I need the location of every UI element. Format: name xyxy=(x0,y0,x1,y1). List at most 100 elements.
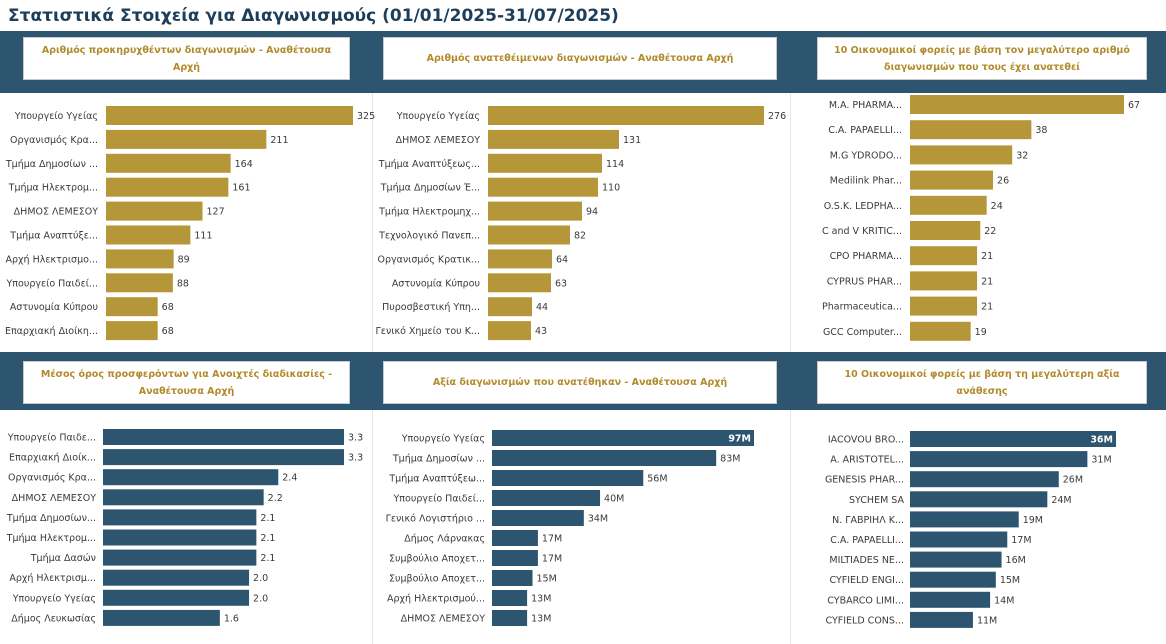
category-label: Τμήμα Δημοσίων ... xyxy=(5,159,98,170)
bar[interactable] xyxy=(488,177,598,197)
bar[interactable] xyxy=(103,589,250,606)
category-label: C.A. PAPAELLI... xyxy=(830,535,904,546)
category-label: Υπουργείο Υγείας xyxy=(396,111,480,122)
data-label: 11M xyxy=(977,615,997,626)
category-label: C and V KRITIC... xyxy=(822,226,902,237)
category-label: CYFIELD CONS... xyxy=(826,615,904,626)
bar[interactable] xyxy=(910,551,1002,568)
bar[interactable] xyxy=(488,153,602,173)
data-label: 40M xyxy=(604,494,624,505)
bar[interactable] xyxy=(910,296,978,316)
bar[interactable] xyxy=(492,490,601,506)
category-label: Pharmaceutica... xyxy=(822,302,902,313)
data-label: 83M xyxy=(720,454,740,465)
bar[interactable] xyxy=(103,509,257,526)
bar[interactable] xyxy=(910,571,996,588)
category-label: Υπουργείο Παιδεί... xyxy=(5,278,98,289)
bar[interactable] xyxy=(910,611,973,628)
chart-title-awarded-value: Αξία διαγωνισμών που ανατέθηκαν - Αναθέτ… xyxy=(383,361,777,404)
page-title: Στατιστικά Στοιχεία για Διαγωνισμούς (01… xyxy=(8,6,619,26)
bar[interactable] xyxy=(488,225,570,245)
category-label: ΔΗΜΟΣ ΛΕΜΕΣΟΥ xyxy=(401,614,486,625)
category-label: IACOVOU BRO... xyxy=(828,435,904,446)
bar[interactable] xyxy=(910,531,1008,548)
bar[interactable] xyxy=(910,591,991,608)
bar[interactable] xyxy=(910,170,994,190)
data-label: 161 xyxy=(232,183,250,194)
bar[interactable] xyxy=(910,195,987,215)
bar[interactable] xyxy=(492,450,717,466)
bar[interactable] xyxy=(910,221,981,240)
bar[interactable] xyxy=(492,470,644,486)
bar[interactable] xyxy=(910,120,1032,140)
bar[interactable] xyxy=(488,129,619,149)
bar[interactable] xyxy=(106,321,158,341)
bar[interactable] xyxy=(492,550,538,566)
data-label: 32 xyxy=(1016,150,1028,161)
bar[interactable] xyxy=(106,201,203,221)
bar[interactable] xyxy=(103,429,344,445)
bar[interactable] xyxy=(103,609,220,626)
bar[interactable] xyxy=(106,297,158,317)
category-label: Οργανισμός Κρα... xyxy=(10,135,98,146)
bar[interactable] xyxy=(492,570,533,586)
bar[interactable] xyxy=(492,530,538,546)
bar[interactable] xyxy=(492,590,528,606)
bar[interactable] xyxy=(488,201,582,221)
data-label: 17M xyxy=(542,554,562,565)
bar[interactable] xyxy=(103,469,279,486)
bar[interactable] xyxy=(103,569,250,586)
bar[interactable] xyxy=(910,451,1088,468)
bar[interactable] xyxy=(492,510,584,526)
bar[interactable] xyxy=(103,489,264,506)
bar[interactable] xyxy=(106,249,174,269)
data-label: 43 xyxy=(535,326,547,337)
category-label: Γενικό Χημείο του Κ... xyxy=(376,326,480,337)
bar[interactable] xyxy=(488,321,531,341)
bar[interactable] xyxy=(910,431,1116,447)
bar[interactable] xyxy=(910,471,1059,488)
bar[interactable] xyxy=(106,177,229,197)
data-label: 31M xyxy=(1091,455,1111,466)
data-label: 63 xyxy=(555,278,567,289)
bar[interactable] xyxy=(910,491,1048,508)
bar[interactable] xyxy=(106,153,231,173)
bar[interactable] xyxy=(910,511,1019,528)
bar[interactable] xyxy=(910,145,1013,165)
bar[interactable] xyxy=(910,271,978,291)
bar[interactable] xyxy=(910,95,1124,114)
bar[interactable] xyxy=(106,129,267,149)
bar[interactable] xyxy=(106,106,353,125)
bar[interactable] xyxy=(103,529,257,546)
bar[interactable] xyxy=(488,297,532,317)
data-label: 26M xyxy=(1063,475,1083,486)
chart-title-procured-count: Αριθμός προκηρυχθέντων διαγωνισμών - Ανα… xyxy=(23,37,350,80)
data-label: 13M xyxy=(531,594,551,605)
data-label: 15M xyxy=(1000,575,1020,586)
category-label: Τμήμα Δημοσίων... xyxy=(6,513,96,524)
data-label: 17M xyxy=(542,534,562,545)
bar[interactable] xyxy=(910,321,971,341)
category-label: A. ARISTOTEL... xyxy=(830,455,904,466)
category-label: GENESIS PHAR... xyxy=(825,475,904,486)
bar[interactable] xyxy=(106,225,191,245)
category-label: Αστυνομία Κύπρου xyxy=(392,278,480,289)
data-label: 276 xyxy=(768,111,786,122)
bar[interactable] xyxy=(910,246,978,266)
bar[interactable] xyxy=(488,249,552,269)
bar[interactable] xyxy=(103,449,344,466)
bar[interactable] xyxy=(488,273,551,293)
bar[interactable] xyxy=(492,610,528,626)
data-label: 21 xyxy=(981,251,993,262)
data-label: 2.0 xyxy=(253,573,268,584)
data-label: 38 xyxy=(1035,125,1047,136)
bar[interactable] xyxy=(106,273,173,293)
data-label: 89 xyxy=(178,254,190,265)
data-label: 14M xyxy=(994,595,1014,606)
category-label: Δήμος Λάρνακας xyxy=(404,534,485,545)
bar[interactable] xyxy=(488,106,764,125)
category-label: Υπουργείο Παιδε... xyxy=(7,433,96,444)
category-label: Οργανισμός Κρα... xyxy=(8,473,96,484)
bar[interactable] xyxy=(103,549,257,566)
bar[interactable] xyxy=(492,430,754,446)
